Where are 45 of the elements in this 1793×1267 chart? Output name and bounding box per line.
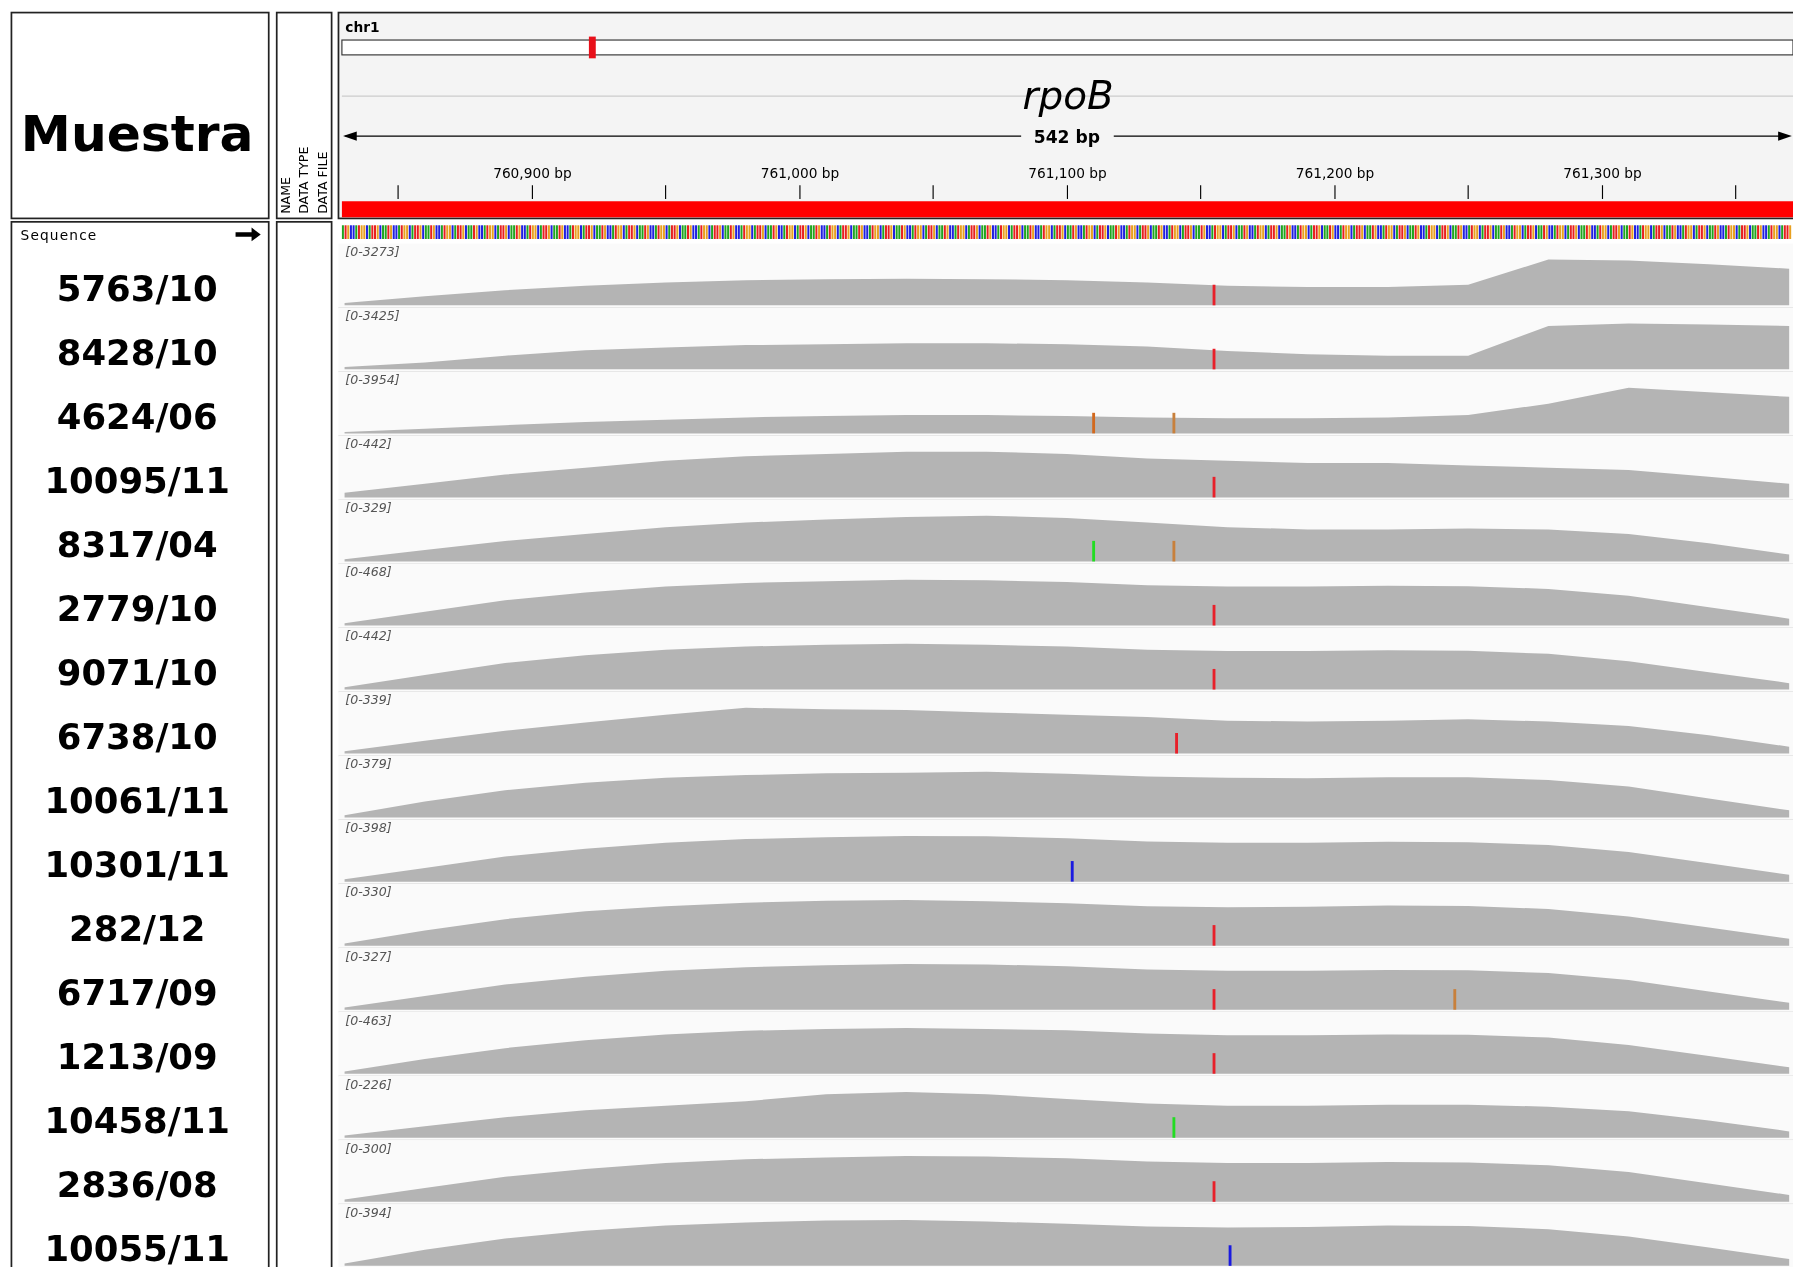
text: [0-463] bbox=[345, 1012, 392, 1028]
x-tick-label: 761,300 bp bbox=[1563, 165, 1642, 182]
text: [0-398] bbox=[345, 820, 392, 836]
x-tick-label: 760,900 bp bbox=[493, 165, 572, 182]
chart-title: 4624/06 bbox=[56, 395, 218, 437]
x-tick-label: 761,200 bp bbox=[1295, 165, 1375, 182]
text: Sequence bbox=[20, 227, 98, 244]
chart-title: 282/12 bbox=[69, 908, 206, 950]
chart-title: 6738/10 bbox=[56, 715, 218, 757]
text: [0-226] bbox=[345, 1076, 392, 1092]
text: [0-327] bbox=[345, 948, 392, 964]
text: chr1 bbox=[345, 19, 380, 36]
chart-title: 10061/11 bbox=[44, 780, 230, 822]
text: [0-330] bbox=[345, 884, 392, 900]
text: [0-379] bbox=[345, 756, 392, 772]
chart-title: 10055/11 bbox=[44, 1228, 230, 1267]
text: [0-329] bbox=[345, 500, 392, 516]
text: 542 bp bbox=[1033, 126, 1101, 147]
text: [0-300] bbox=[345, 1140, 392, 1156]
chart-title: 2836/08 bbox=[56, 1164, 218, 1206]
chart-title: 5763/10 bbox=[56, 267, 218, 309]
text: rpoB bbox=[1022, 72, 1114, 118]
chart-title: 8317/04 bbox=[56, 523, 218, 565]
chart-title: 10095/11 bbox=[44, 459, 230, 501]
text: Muestra bbox=[20, 103, 254, 163]
chart-title: 2779/10 bbox=[56, 587, 218, 629]
chart-title: 10458/11 bbox=[44, 1100, 230, 1142]
text: [0-3273] bbox=[345, 244, 400, 260]
text: NAME bbox=[278, 177, 294, 214]
chart-title: 1213/09 bbox=[56, 1036, 218, 1078]
text: DATA FILE bbox=[315, 151, 331, 214]
x-tick-label: 761,100 bp bbox=[1028, 165, 1107, 182]
text: [0-468] bbox=[345, 564, 392, 580]
x-tick-label: 761,000 bp bbox=[760, 165, 840, 182]
chart-title: 8428/10 bbox=[56, 331, 218, 373]
chart-title: 9071/10 bbox=[56, 651, 218, 693]
text: [0-442] bbox=[345, 436, 392, 452]
text: DATA TYPE bbox=[295, 146, 311, 214]
text: [0-339] bbox=[345, 692, 392, 708]
text: [0-394] bbox=[345, 1204, 392, 1220]
chart-title: 10301/11 bbox=[44, 844, 230, 886]
text: [0-3425] bbox=[345, 308, 400, 324]
text: [0-3954] bbox=[345, 372, 400, 388]
chart-title: 6717/09 bbox=[56, 972, 218, 1014]
text: [0-442] bbox=[345, 628, 392, 644]
